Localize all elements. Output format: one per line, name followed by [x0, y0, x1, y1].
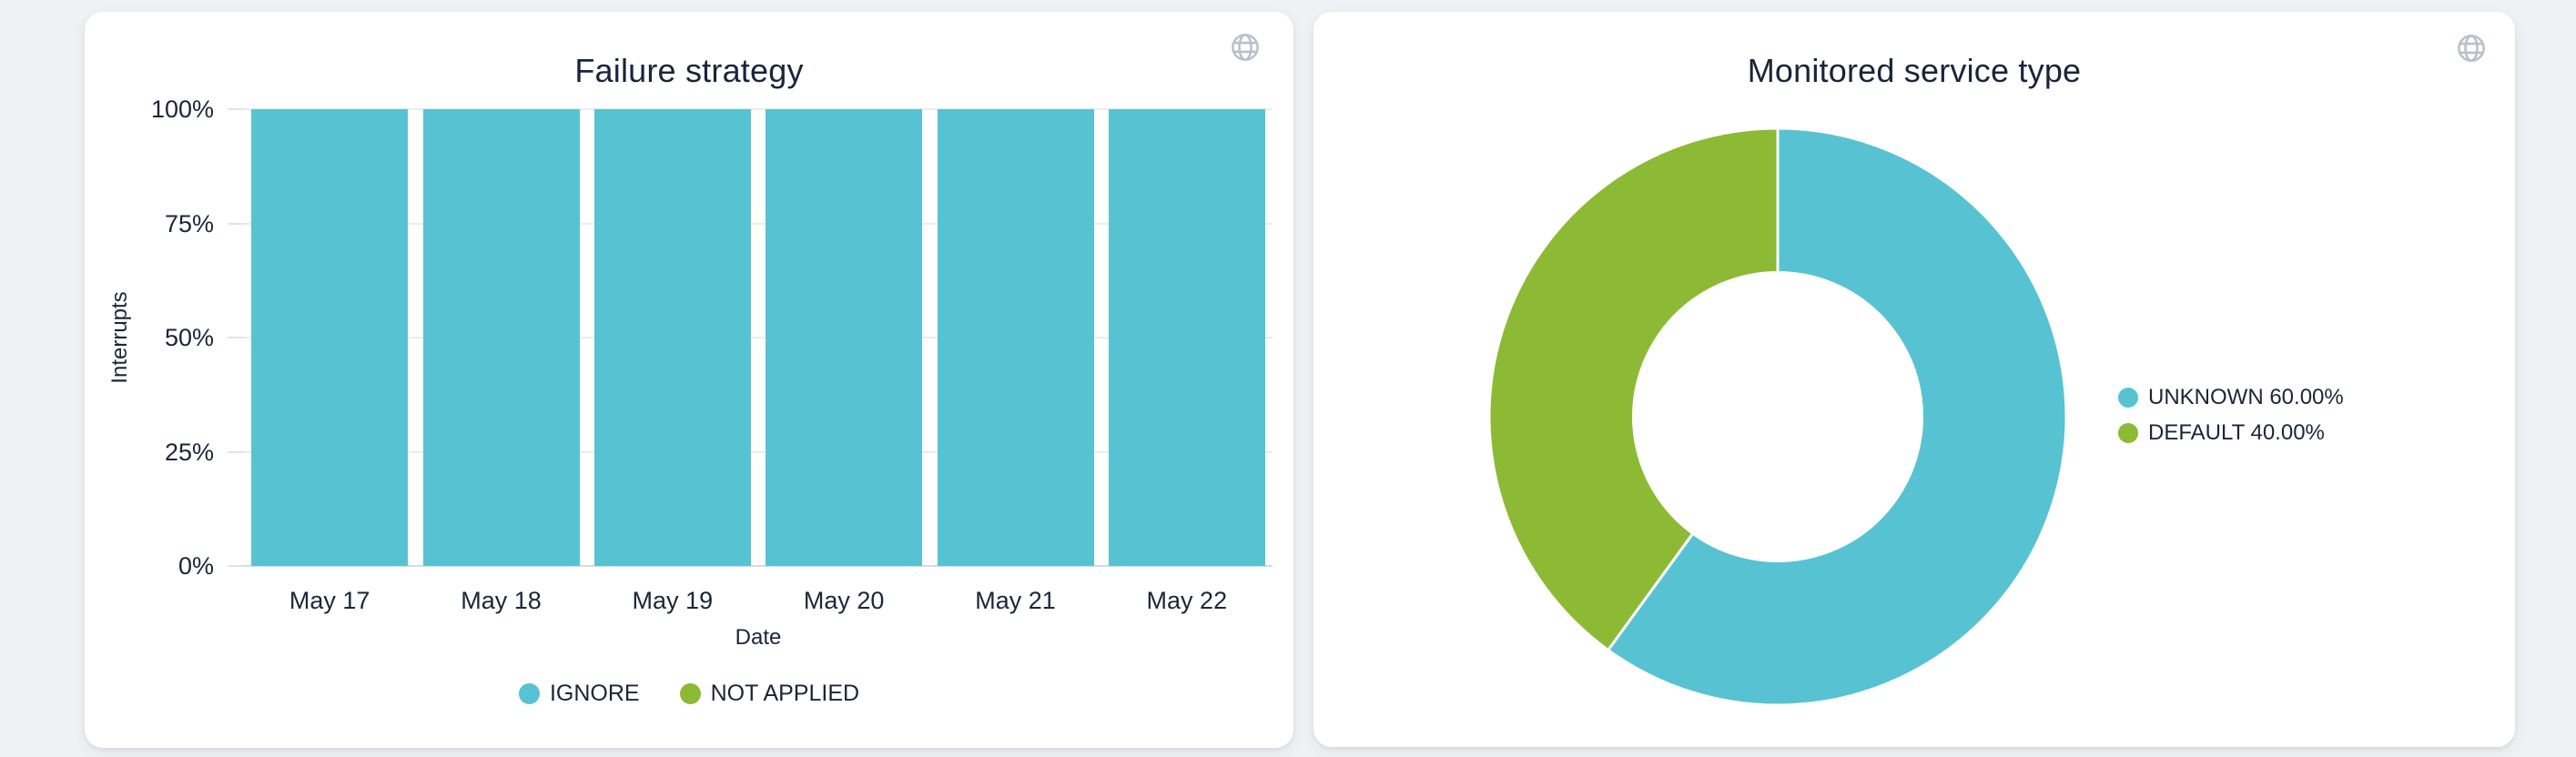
y-axis-tick: [228, 222, 244, 225]
bar-segment-ignore[interactable]: [593, 109, 751, 566]
globe-icon: [1232, 34, 1259, 61]
bar-segment-ignore[interactable]: [1108, 109, 1265, 566]
chart-legend: UNKNOWN 60.00% DEFAULT 40.00%: [2118, 385, 2344, 446]
x-tick-label: May 19: [632, 587, 714, 614]
donut-chart-svg: [1487, 126, 2068, 707]
y-axis-title: Interrupts: [107, 291, 132, 384]
x-tick-label: May 21: [975, 587, 1056, 614]
panel-title: Monitored service type: [1747, 52, 2082, 89]
donut-slice-unknown[interactable]: [1607, 126, 2068, 707]
gridline: [244, 450, 1273, 453]
bar-segment-ignore[interactable]: [251, 109, 409, 566]
legend-label: UNKNOWN 60.00%: [2148, 385, 2344, 409]
x-tick-label: May 18: [461, 587, 542, 614]
y-tick-label: 50%: [164, 324, 214, 351]
legend-label: IGNORE: [549, 681, 640, 706]
legend-label: NOT APPLIED: [710, 681, 860, 706]
legend-item-default[interactable]: DEFAULT 40.00%: [2118, 420, 2344, 446]
legend-dot: [518, 683, 540, 704]
monitored-service-type-donut-chart: UNKNOWN 60.00% DEFAULT 40.00%: [1313, 12, 2515, 747]
failure-strategy-panel: Failure strategy 0% 25% 50% 75% 100% May 17 Ma…: [85, 12, 1293, 748]
x-axis-line: [244, 565, 1273, 567]
y-tick-label: 100%: [150, 96, 214, 123]
legend-item-ignore[interactable]: IGNORE: [518, 681, 640, 707]
globe-button[interactable]: [2451, 28, 2491, 68]
bar-segment-ignore[interactable]: [937, 109, 1094, 566]
legend-dot: [679, 683, 701, 704]
globe-icon: [2458, 35, 2485, 62]
globe-button[interactable]: [1225, 27, 1265, 67]
bar-segment-ignore[interactable]: [766, 109, 923, 566]
gridline: [244, 108, 1273, 110]
panel-title: Failure strategy: [574, 52, 804, 89]
x-tick-label: May 17: [289, 587, 370, 614]
legend-item-not-applied[interactable]: NOT APPLIED: [679, 681, 860, 707]
legend-dot: [2118, 388, 2138, 408]
monitored-service-type-panel: Monitored service type UNKNOWN 60.00% DEF…: [1313, 12, 2515, 747]
y-tick-label: 75%: [164, 209, 214, 237]
x-tick-label: May 22: [1146, 587, 1228, 614]
x-axis-title: Date: [735, 625, 782, 650]
y-axis-tick: [228, 450, 244, 453]
y-axis-tick: [228, 108, 244, 110]
failure-strategy-bar-chart: 0% 25% 50% 75% 100% May 17 May 18 May 19 May 20 M…: [85, 12, 1293, 748]
gridline: [244, 222, 1273, 225]
y-axis-tick: [228, 337, 244, 338]
chart-legend: IGNORE NOT APPLIED: [85, 681, 1293, 707]
legend-dot: [2118, 423, 2138, 443]
y-tick-label: 25%: [164, 438, 214, 466]
bar-segment-ignore[interactable]: [422, 109, 580, 566]
legend-label: DEFAULT 40.00%: [2148, 420, 2325, 445]
y-axis-tick: [228, 565, 244, 567]
x-tick-label: May 20: [803, 587, 885, 614]
donut-slice-default[interactable]: [1487, 126, 1780, 651]
gridline: [244, 337, 1273, 338]
y-tick-label: 0%: [177, 552, 214, 580]
legend-item-unknown[interactable]: UNKNOWN 60.00%: [2118, 385, 2344, 410]
